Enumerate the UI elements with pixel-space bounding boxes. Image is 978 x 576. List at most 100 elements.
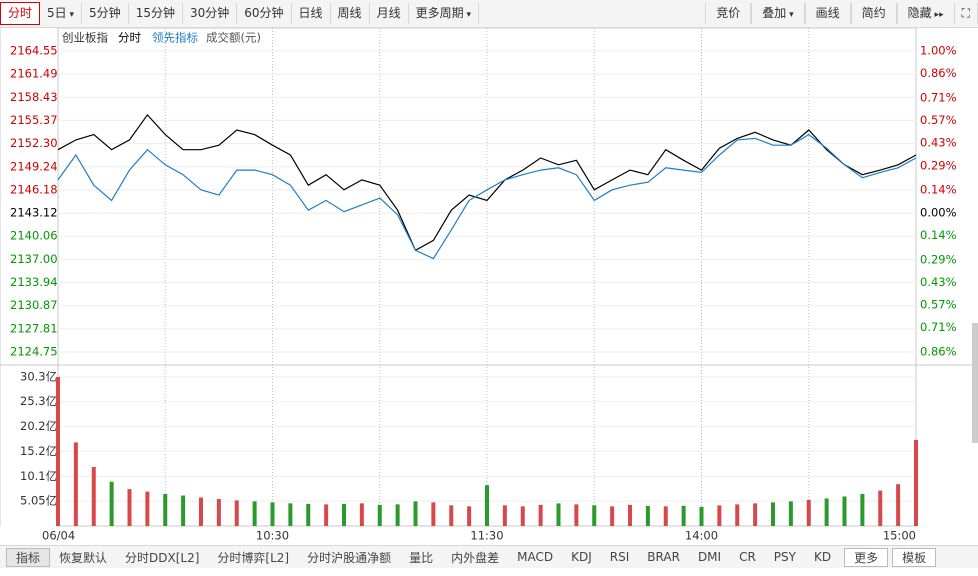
volume-bar [127, 489, 132, 526]
volume-bar [234, 500, 239, 526]
indicator-tab[interactable]: 量比 [409, 550, 434, 565]
period-button[interactable]: 分时 [0, 2, 41, 25]
volume-bar [896, 484, 901, 526]
volume-bar [216, 498, 221, 526]
price-line [57, 113, 917, 252]
volume-bar [663, 506, 668, 526]
tool-button[interactable]: 画线 [804, 3, 851, 24]
volume-bar [788, 501, 793, 526]
volume-tick-label: 10.1亿 [20, 469, 57, 483]
period-button[interactable]: 5分钟 [82, 3, 129, 24]
volume-bar [735, 504, 740, 526]
y-tick-label: 2155.37 [10, 113, 58, 127]
period-button[interactable]: 15分钟 [129, 3, 183, 24]
volume-bar [628, 504, 632, 526]
x-tick-label: 10:30 [256, 529, 289, 543]
indicator-tab[interactable]: DMI [697, 550, 722, 564]
tool-button[interactable]: 简约 [850, 3, 897, 24]
volume-title: 成交额(元) [206, 31, 261, 45]
period-button[interactable]: 月线 [370, 3, 409, 24]
indicator-tab[interactable]: 更多 [844, 547, 889, 567]
volume-bar [270, 502, 275, 526]
volume-bar [771, 502, 775, 526]
chart-title: 创业板指 [62, 31, 108, 45]
y2-tick-label: 1.00% [920, 44, 957, 58]
tool-button[interactable]: 隐藏 ▸▸ [896, 3, 955, 24]
dropdown-arrow: ▾ [66, 10, 75, 20]
volume-bar [878, 490, 883, 526]
y2-tick-label: 0.43% [920, 136, 957, 150]
volume-bar [145, 491, 150, 526]
volume-bar [753, 503, 758, 526]
tool-button[interactable]: 叠加 ▾ [751, 3, 805, 24]
fullscreen-button[interactable]: ⛶ [955, 3, 978, 24]
y2-tick-label: 0.86% [920, 66, 957, 80]
volume-bar [520, 506, 525, 526]
indicator-tab[interactable]: 指标 [6, 547, 51, 567]
tool-button[interactable]: 竞价 [705, 3, 752, 24]
expand-arrow: ▸▸ [931, 10, 944, 20]
y-tick-label: 2149.24 [10, 159, 58, 173]
y-tick-label: 2137.00 [10, 252, 58, 266]
volume-bar [699, 506, 704, 526]
y2-tick-label: 0.57% [920, 298, 957, 312]
scroll-handle [972, 323, 978, 443]
indicator-tab[interactable]: RSI [609, 550, 630, 564]
y2-tick-label: 0.86% [920, 345, 957, 359]
indicator-tab[interactable]: KD [813, 550, 832, 564]
indicator-tab[interactable]: 分时博弈[L2] [217, 550, 290, 565]
volume-bar [431, 502, 436, 526]
volume-bar [342, 503, 346, 526]
y-tick-label: 2164.55 [10, 44, 58, 58]
legend-entry: 分时 [118, 31, 141, 45]
chart: 创业板指 分时 领先指标 成交额(元) 2164.55 2161.49 2158.43 215… [0, 28, 978, 543]
volume-bar [556, 503, 561, 526]
indicator-tab[interactable]: BRAR [647, 550, 680, 564]
x-tick-label: 06/04 [42, 529, 75, 543]
y2-tick-label: 0.71% [920, 320, 957, 334]
indicator-tab[interactable]: 分时DDX[L2] [125, 550, 200, 565]
volume-tick-label: 5.05亿 [20, 494, 57, 508]
volume-bar [109, 481, 114, 526]
indicator-tab[interactable]: 恢复默认 [59, 550, 108, 565]
volume-bar [467, 506, 472, 526]
volume-bar [324, 504, 329, 526]
y-tick-label: 2130.87 [10, 298, 58, 312]
period-button[interactable]: 周线 [331, 3, 370, 24]
volume-bar [413, 501, 418, 526]
period-button[interactable]: 更多周期 ▾ [409, 3, 479, 24]
volume-bar [449, 505, 454, 526]
y-tick-label: 2127.81 [10, 321, 58, 335]
volume-bar [806, 499, 811, 526]
volume-bar [359, 503, 364, 526]
volume-bar [610, 506, 615, 526]
volume-bar [502, 505, 507, 526]
period-button[interactable]: 60分钟 [237, 3, 292, 24]
indicator-tab[interactable]: 分时沪股通净额 [307, 550, 392, 565]
indicator-tab[interactable]: KDJ [571, 550, 592, 564]
indicator-tab[interactable]: 内外盘差 [451, 550, 500, 565]
dropdown-arrow: ▾ [786, 10, 794, 20]
volume-bar [56, 377, 60, 526]
y-tick-label: 2133.94 [10, 275, 58, 289]
indicator-tab[interactable]: PSY [773, 550, 796, 564]
indicator-tabs: 指标 恢复默认 分时DDX[L2] 分时博弈[L2] 分时沪股通净额 量比 内外盘差 MACD… [0, 545, 978, 568]
indicator-tab[interactable]: 模板 [892, 547, 937, 567]
period-button[interactable]: 30分钟 [183, 3, 238, 24]
volume-tick-label: 30.3亿 [20, 370, 57, 384]
volume-tick-label: 25.3亿 [20, 394, 57, 408]
y-tick-label: 2161.49 [10, 67, 58, 81]
volume-bar [288, 503, 293, 526]
y2-tick-label: 0.57% [920, 113, 957, 127]
y2-tick-label: 0.71% [920, 90, 957, 104]
period-button[interactable]: 日线 [292, 3, 331, 24]
volume-bar [163, 494, 168, 526]
indicator-tab[interactable]: MACD [517, 550, 554, 564]
volume-bar [860, 494, 865, 526]
y2-tick-label: 0.14% [920, 183, 957, 197]
volume-bar [181, 495, 186, 526]
y2-tick-label: 0.29% [920, 158, 957, 172]
indicator-tab[interactable]: CR [739, 550, 756, 564]
period-button[interactable]: 5日 ▾ [40, 3, 83, 24]
